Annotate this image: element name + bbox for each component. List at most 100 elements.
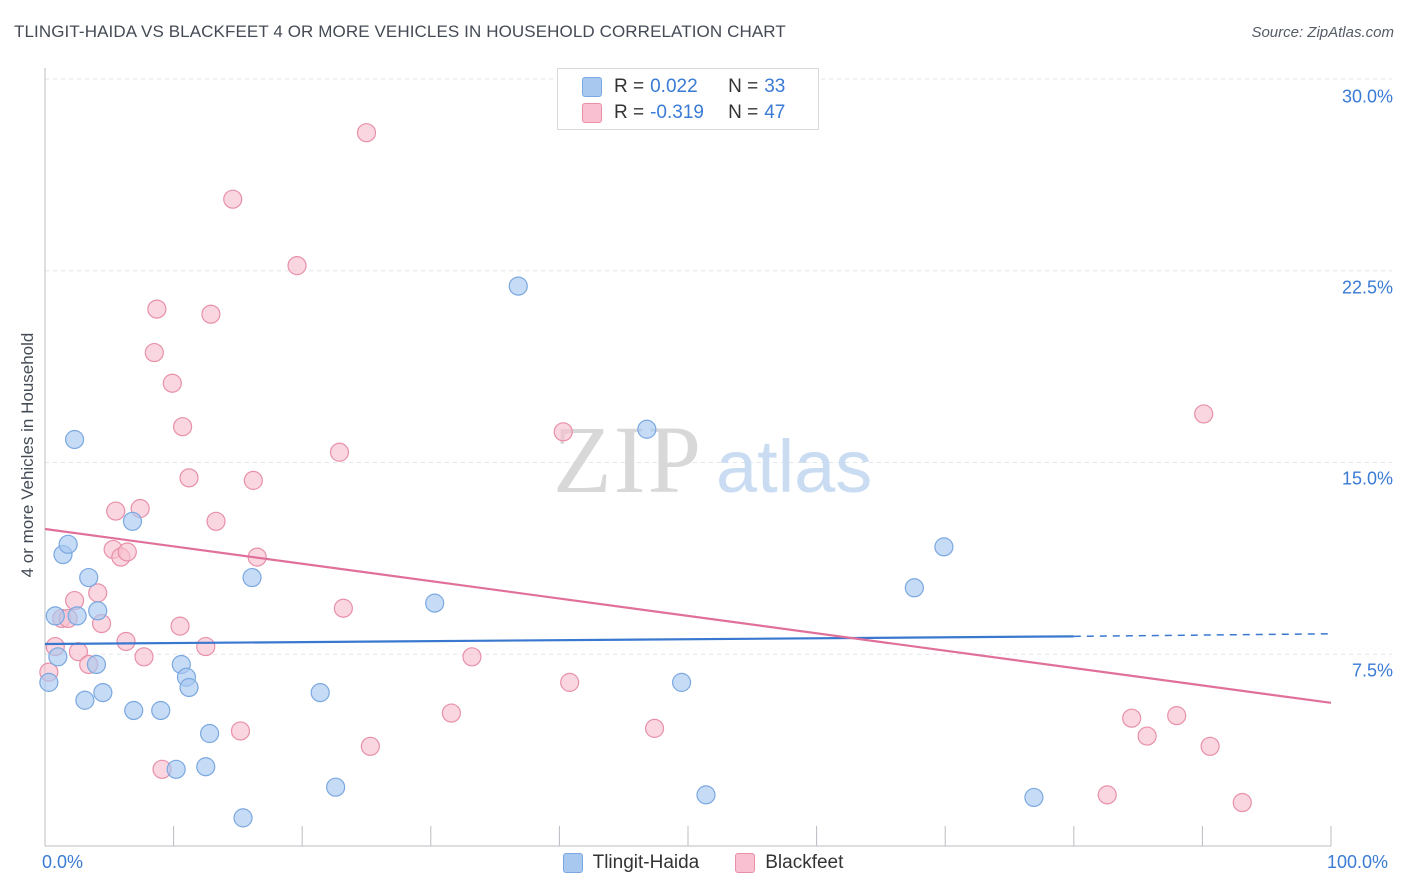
data-point (162, 373, 182, 393)
data-point (1024, 787, 1044, 808)
legend-swatch-blackfeet (735, 853, 756, 873)
data-point (356, 123, 377, 143)
data-point (230, 721, 251, 741)
data-point (333, 598, 353, 618)
x-tick-label-min: 0.0% (42, 852, 84, 872)
y-tick-label-30: 30.0% (1341, 86, 1393, 107)
trend-lines (44, 527, 1332, 704)
series-legend: Tlingit-Haida Blackfeet (0, 852, 1406, 874)
data-point (206, 511, 226, 531)
n-value: 47 (764, 102, 786, 123)
data-point (1122, 708, 1142, 728)
data-point (1194, 404, 1214, 424)
swatch-tlingit-haida (582, 77, 602, 97)
stats-row-tlingit-haida: R = 0.022 N = 33 (582, 75, 785, 99)
data-point (425, 593, 445, 613)
data-point (441, 703, 461, 723)
data-point (147, 299, 167, 319)
data-point (242, 567, 262, 588)
grid-lines (45, 78, 1392, 655)
y-tick-label-15: 15.0% (1341, 468, 1393, 489)
data-point (243, 470, 263, 490)
data-point (93, 682, 113, 703)
r-value: 0.022 (650, 76, 698, 97)
data-point (196, 636, 216, 657)
series-tlingit-haida (39, 276, 1044, 828)
trend-line-blackfeet (44, 527, 1332, 704)
n-key: N = (728, 102, 759, 123)
data-point (200, 723, 220, 744)
legend-item-tlingit-haida: Tlingit-Haida (562, 852, 700, 874)
data-point (201, 304, 221, 324)
legend-label-tlingit-haida: Tlingit-Haida (592, 852, 700, 873)
data-point (179, 677, 199, 698)
trend-line-tlingit-haida (44, 635, 1074, 646)
data-point (45, 606, 65, 626)
data-point (637, 419, 657, 439)
data-point (326, 777, 346, 797)
data-point (196, 757, 216, 777)
data-point (39, 672, 59, 692)
axes (44, 68, 1332, 847)
data-point (508, 276, 528, 296)
data-point (58, 534, 78, 554)
data-point (144, 342, 164, 363)
data-point (1097, 785, 1117, 805)
data-point (1137, 726, 1157, 746)
stats-row-blackfeet: R = -0.319 N = 47 (582, 101, 785, 125)
data-point (88, 601, 108, 621)
legend-item-blackfeet: Blackfeet (735, 852, 843, 874)
swatch-blackfeet (582, 103, 602, 123)
data-point (696, 785, 716, 805)
data-point (329, 442, 350, 462)
watermark-zip: ZIP (553, 406, 703, 513)
data-point (644, 718, 665, 738)
data-point (360, 736, 380, 756)
data-point (122, 511, 143, 531)
data-point (310, 682, 330, 703)
source-label: Source: ZipAtlas.com (1251, 24, 1394, 41)
data-point (117, 542, 137, 562)
data-point (287, 256, 307, 276)
data-point (553, 422, 573, 442)
x-tick-label-max: 100.0% (1327, 852, 1389, 872)
data-point (170, 616, 190, 636)
r-key: R = (614, 102, 645, 123)
data-point (173, 417, 193, 437)
y-tick-label-22-5: 22.5% (1341, 277, 1393, 298)
watermark-atlas: atlas (716, 425, 872, 508)
data-point (1232, 792, 1252, 813)
data-point (1200, 736, 1220, 756)
data-point (124, 700, 144, 721)
data-point (134, 647, 154, 667)
n-key: N = (728, 76, 759, 97)
data-point (223, 189, 243, 209)
data-point (79, 567, 99, 588)
chart-title: TLINGIT-HAIDA VS BLACKFEET 4 OR MORE VEH… (14, 22, 786, 41)
data-point (48, 647, 68, 667)
data-point (462, 647, 482, 667)
data-point (1167, 706, 1187, 726)
y-tick-label-7-5: 7.5% (1351, 660, 1393, 681)
r-value: -0.319 (650, 102, 704, 123)
data-point (671, 672, 692, 692)
r-key: R = (614, 76, 645, 97)
data-point (904, 578, 924, 598)
data-point (116, 631, 136, 652)
data-point (64, 429, 85, 450)
series-blackfeet (39, 123, 1252, 813)
legend-swatch-tlingit-haida (562, 853, 583, 873)
data-point (75, 690, 95, 710)
data-point (86, 654, 107, 675)
data-point (179, 468, 199, 488)
trend-line-tlingit-haida-extension (1073, 633, 1332, 638)
data-point (560, 672, 580, 692)
data-point (67, 606, 87, 626)
data-point (166, 759, 186, 779)
data-point (934, 537, 954, 557)
legend-label-blackfeet: Blackfeet (765, 852, 844, 873)
data-point (106, 501, 126, 521)
data-point (151, 700, 171, 721)
stats-legend: R = 0.022 N = 33 R = -0.319 N = 47 (557, 68, 819, 130)
